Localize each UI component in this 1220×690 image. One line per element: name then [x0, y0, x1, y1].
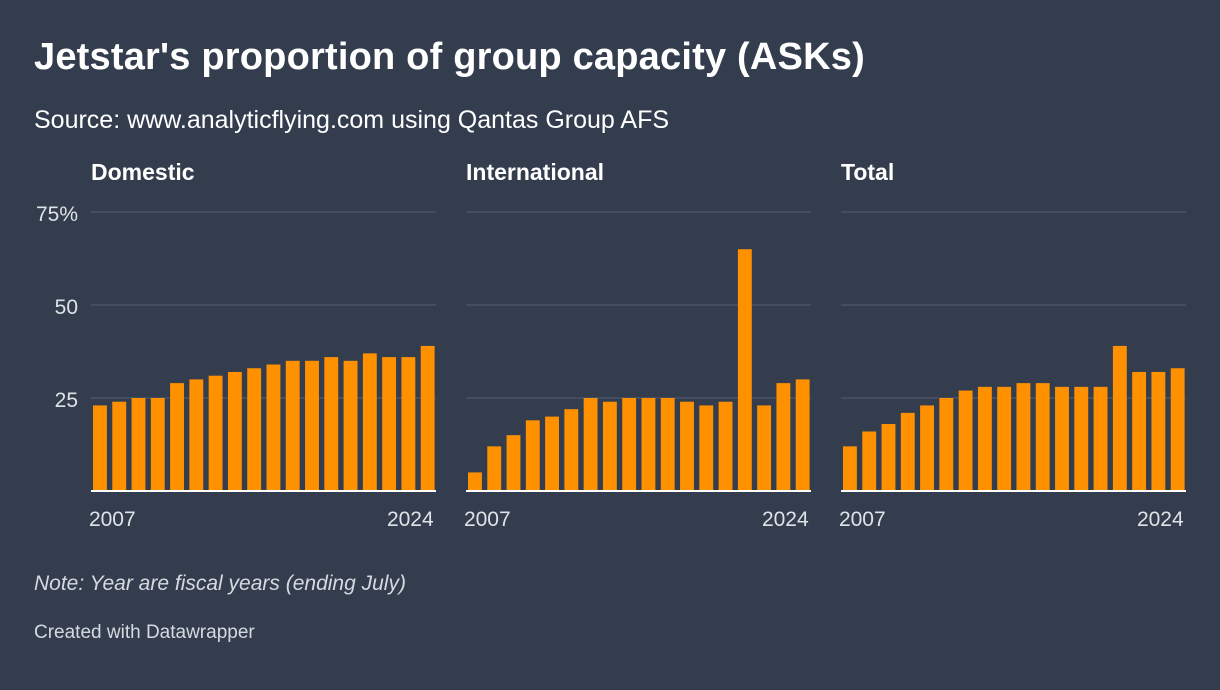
bar-2009: [131, 398, 146, 491]
bar-2014: [227, 371, 242, 491]
bar-2012: [189, 379, 204, 491]
bar-2008: [487, 446, 502, 491]
bar-2013: [958, 390, 973, 491]
bar-2017: [660, 398, 675, 491]
bar-2014: [977, 386, 992, 491]
bar-2019: [324, 357, 339, 491]
panel-title-international: International: [466, 159, 605, 185]
bar-2018: [1055, 386, 1069, 491]
bar-2014: [602, 401, 617, 491]
bar-2021: [362, 353, 377, 491]
bar-2010: [525, 420, 540, 491]
bar-2020: [1093, 386, 1108, 491]
bar-2016: [266, 364, 281, 491]
bar-2024: [795, 379, 810, 491]
panel-title-domestic: Domestic: [91, 159, 195, 185]
bar-2022: [1132, 371, 1147, 491]
bar-2017: [1035, 383, 1050, 491]
bar-2019: [1074, 386, 1089, 491]
bar-2018: [305, 360, 319, 491]
bar-2007: [93, 405, 107, 491]
bar-2017: [285, 360, 300, 491]
y-tick-label: 50: [55, 296, 78, 319]
bar-2008: [862, 431, 877, 491]
x-tick-label: 2024: [387, 508, 434, 531]
bar-2015: [247, 368, 262, 491]
x-tick-label: 2007: [464, 508, 511, 531]
chart-credit: Created with Datawrapper: [34, 622, 255, 643]
bar-2008: [112, 401, 127, 491]
bar-2011: [545, 416, 559, 491]
chart-subtitle: Source: www.analyticflying.com using Qan…: [34, 106, 670, 134]
y-tick-label: 75%: [36, 203, 78, 226]
bar-2016: [1016, 383, 1031, 491]
bar-2020: [343, 360, 358, 491]
bar-2024: [1170, 368, 1185, 491]
small-multiples-bar-chart: 25 50 75% 2007 2024 2007 2024 2007 2024: [36, 203, 1186, 531]
x-tick-label: 2024: [1137, 508, 1184, 531]
bar-2021: [737, 249, 752, 491]
bar-2016: [641, 398, 656, 491]
bar-2023: [776, 383, 791, 491]
bar-2022: [757, 405, 772, 491]
bar-2009: [506, 435, 521, 491]
bar-2018: [680, 401, 694, 491]
bar-2020: [718, 401, 733, 491]
bar-2023: [401, 357, 416, 491]
panel-title-total: Total: [841, 159, 895, 185]
bar-2007: [468, 472, 482, 491]
bar-2011: [170, 383, 184, 491]
x-tick-label: 2007: [839, 508, 886, 531]
bar-2024: [420, 345, 435, 491]
bar-2010: [900, 412, 915, 491]
bar-2022: [382, 357, 397, 491]
bar-2015: [997, 386, 1012, 491]
bar-2013: [583, 398, 598, 491]
bar-2021: [1112, 345, 1127, 491]
chart-title: Jetstar's proportion of group capacity (…: [34, 36, 865, 78]
bar-2011: [920, 405, 934, 491]
y-tick-label: 25: [55, 389, 78, 412]
bar-2019: [699, 405, 714, 491]
bar-2012: [564, 409, 579, 491]
bar-2013: [208, 375, 223, 491]
bar-2023: [1151, 371, 1166, 491]
chart-note: Note: Year are fiscal years (ending July…: [34, 572, 406, 595]
bar-2009: [881, 424, 896, 491]
bar-2007: [843, 446, 857, 491]
x-tick-label: 2007: [89, 508, 136, 531]
x-tick-label: 2024: [762, 508, 809, 531]
bar-2012: [939, 398, 954, 491]
bar-2010: [150, 398, 165, 491]
bar-2015: [622, 398, 637, 491]
